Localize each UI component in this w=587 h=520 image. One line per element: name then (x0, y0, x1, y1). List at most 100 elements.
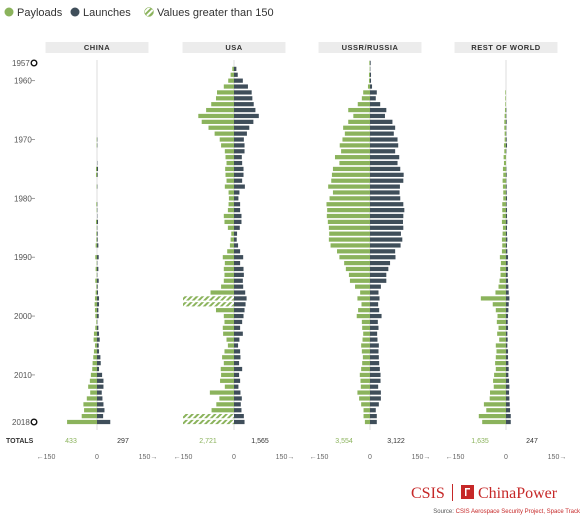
legend-launches-swatch (70, 7, 80, 17)
payload-bar (86, 396, 97, 401)
payload-bar (502, 208, 506, 213)
total-launches: 1,565 (251, 438, 269, 445)
launch-bar (506, 190, 507, 195)
payload-bar (81, 413, 97, 419)
payload-bar (502, 184, 506, 189)
payload-bar (95, 290, 97, 295)
launch-bar (506, 196, 508, 201)
payload-bar (353, 113, 370, 119)
legend-payloads-swatch (4, 7, 14, 17)
launch-bar (370, 160, 398, 166)
launch-bar (370, 72, 372, 77)
payload-bar (363, 90, 370, 95)
payload-bar (500, 266, 506, 272)
payload-bar (328, 184, 370, 189)
payload-bar (502, 243, 506, 248)
payload-bar (501, 249, 506, 254)
launch-bar (370, 266, 389, 272)
launch-bar (234, 84, 248, 89)
launch-bar (506, 284, 509, 289)
payload-bar (503, 190, 506, 195)
launch-bar (97, 349, 100, 354)
launch-bar (234, 219, 242, 225)
brand-logo: CSIS ChinaPower (411, 484, 558, 502)
payload-bar (368, 78, 370, 83)
legend: Payloads Launches Values greater than 15… (4, 7, 274, 19)
launch-bar (234, 313, 244, 319)
payload-bar (331, 172, 370, 177)
launch-bar (370, 225, 404, 230)
launch-bar (506, 390, 510, 395)
launch-bar (370, 202, 404, 207)
launch-bar (506, 396, 510, 401)
payload-bar (493, 384, 506, 389)
payload-bar (96, 284, 97, 289)
panel: REST OF WORLD 1,635 247 ←150 0 150→ (446, 42, 566, 461)
payload-bar (357, 296, 370, 301)
launch-bar (234, 131, 247, 136)
payload-bar (221, 284, 234, 289)
total-payloads: 1,635 (471, 438, 489, 445)
payload-bar (363, 408, 370, 413)
launch-bar (234, 284, 244, 289)
launch-bar (370, 361, 380, 366)
payload-bar (360, 384, 370, 389)
payload-bar (361, 302, 370, 307)
launch-bar (370, 125, 396, 130)
launch-bar (234, 137, 244, 142)
launch-bar (370, 278, 387, 283)
payload-bar (228, 202, 234, 207)
payload-bar (494, 372, 506, 378)
payload-bar (210, 290, 234, 295)
launch-bar (97, 302, 100, 307)
launch-bar (234, 402, 241, 407)
payload-bar (217, 90, 234, 95)
launch-bar (370, 308, 380, 313)
launch-bar (234, 72, 238, 77)
payload-bar (341, 149, 370, 154)
payload-bar (504, 131, 506, 136)
launch-bar (234, 355, 241, 360)
payload-bar (229, 243, 234, 248)
payload-bar (503, 160, 506, 166)
payload-bar (222, 355, 234, 360)
payload-bar (497, 313, 506, 319)
payload-bar (501, 219, 506, 225)
payload-bar (67, 419, 97, 425)
launch-bar (370, 325, 379, 330)
launch-bar (234, 113, 259, 119)
launch-bar (234, 178, 243, 183)
launch-bar (234, 96, 253, 101)
launch-bar (97, 219, 99, 225)
launch-bar (370, 390, 381, 395)
launch-bar (234, 413, 244, 419)
total-payloads: 433 (65, 438, 77, 445)
payload-bar (505, 96, 506, 101)
payload-bar (337, 249, 370, 254)
launch-bar (506, 313, 509, 319)
payload-bar (93, 337, 97, 342)
payload-bar (502, 213, 506, 219)
payload-bar (495, 361, 506, 366)
payload-bar (499, 278, 506, 283)
launch-bar (97, 284, 98, 289)
launch-bar (506, 243, 508, 248)
payload-bar (495, 355, 506, 360)
launch-bar (370, 155, 400, 160)
launch-bar (506, 319, 508, 325)
launch-bar (370, 319, 378, 325)
launch-bar (506, 325, 509, 330)
payload-bar (224, 184, 234, 189)
launch-bar (506, 143, 508, 148)
payload-bar (83, 402, 97, 407)
payload-bar (223, 266, 234, 272)
payload-bar (504, 107, 506, 113)
payload-bar (225, 155, 234, 160)
launch-bar (97, 366, 100, 372)
launch-bar (370, 331, 378, 336)
payload-bar (95, 278, 97, 283)
payload-bar (220, 366, 234, 372)
launch-bar (506, 219, 508, 225)
payload-bar (504, 119, 506, 124)
launch-bar (234, 149, 245, 154)
